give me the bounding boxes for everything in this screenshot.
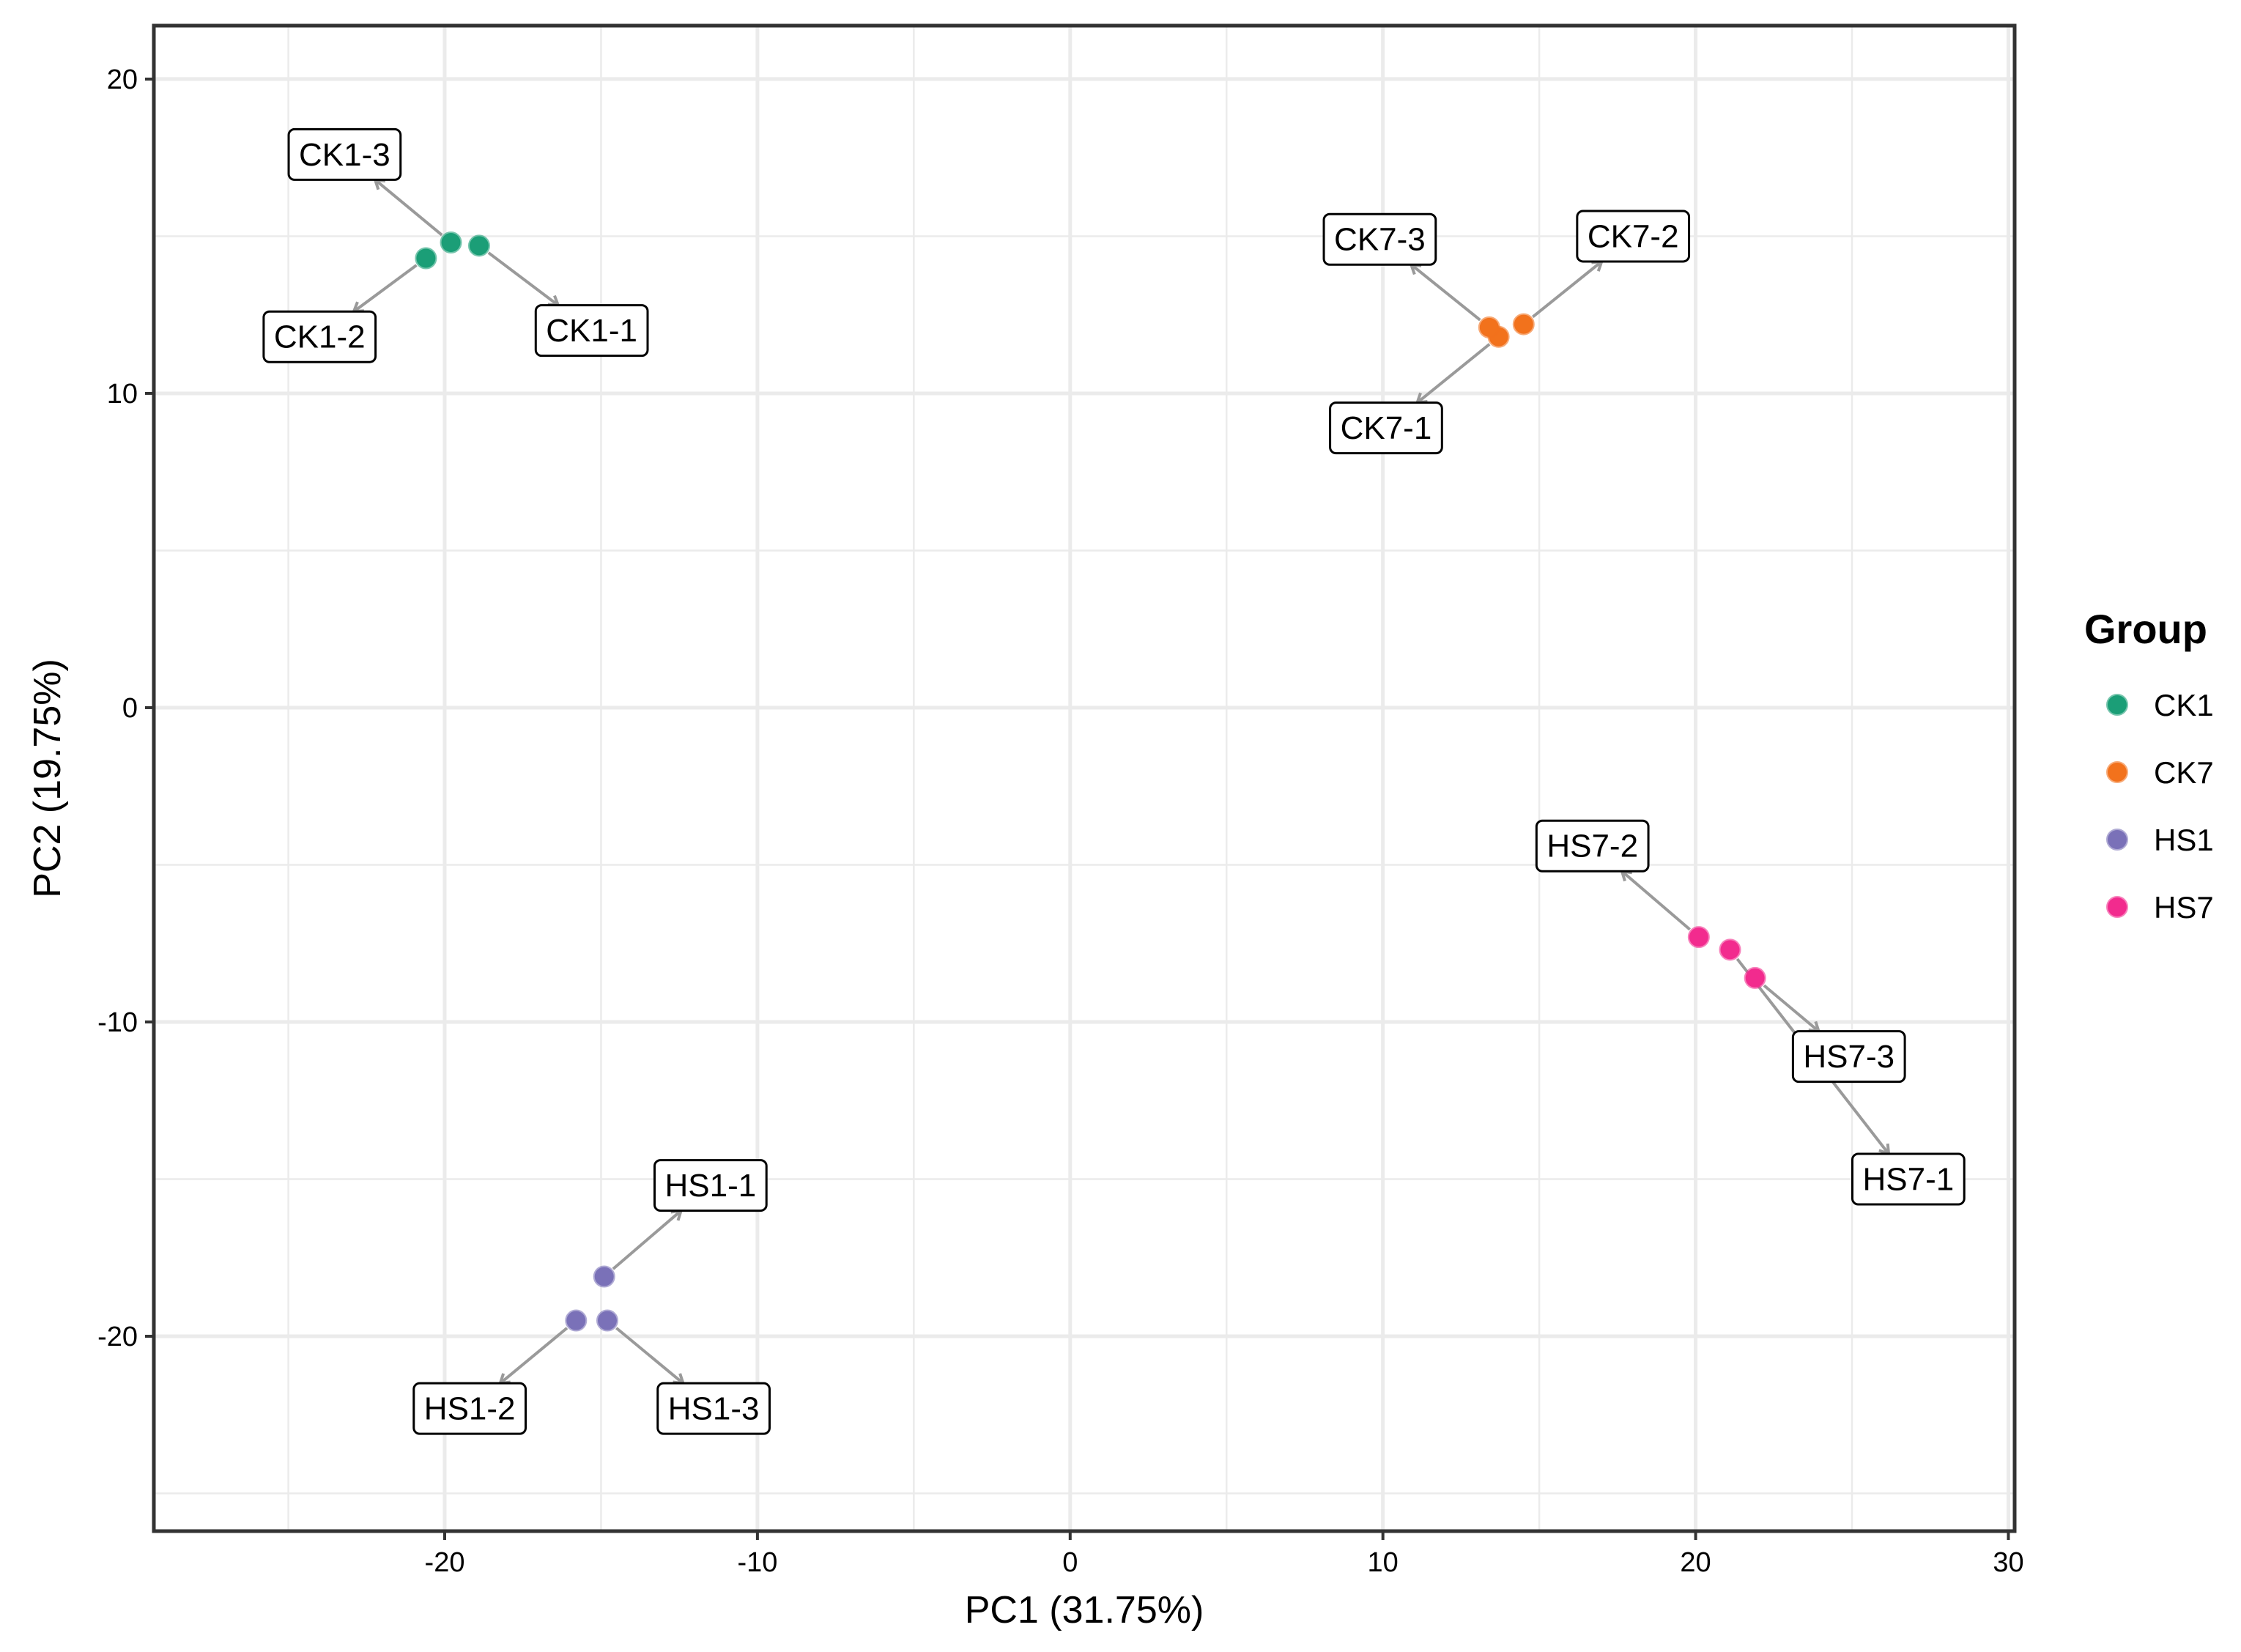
- point-label-text: HS1-1: [665, 1168, 757, 1204]
- x-tick-label: 20: [1680, 1547, 1711, 1578]
- y-axis-title: PC2 (19.75%): [26, 659, 69, 898]
- x-axis-title: PC1 (31.75%): [965, 1589, 1204, 1631]
- point-label-box: CK7-3: [1322, 212, 1437, 266]
- point-label-box: HS7-1: [1851, 1152, 1966, 1206]
- point-label-frame: [262, 310, 377, 363]
- data-points: [415, 231, 1766, 1332]
- point-label-text: CK7-3: [1334, 222, 1426, 258]
- legend-label: HS7: [2154, 890, 2214, 925]
- point-label-frame: [287, 127, 402, 181]
- legend-key: [2106, 896, 2128, 918]
- point-label-text: HS1-2: [424, 1391, 516, 1427]
- grid-lines: [154, 26, 2015, 1531]
- legend-key: [2106, 761, 2128, 783]
- x-tick-label: 10: [1368, 1547, 1399, 1578]
- point-label-text: HS7-3: [1803, 1039, 1894, 1075]
- legend-label: CK1: [2154, 688, 2214, 722]
- point-label-box: CK7-2: [1576, 210, 1691, 263]
- point-label-box: CK1-2: [262, 310, 377, 363]
- data-point: [1719, 938, 1741, 961]
- point-label-box: CK7-1: [1329, 401, 1443, 455]
- legend-label: HS1: [2154, 823, 2214, 857]
- legend: Group CK1 CK7 HS1 HS7: [2084, 606, 2214, 925]
- y-tick-label: 20: [107, 64, 138, 95]
- legend-key: [2106, 829, 2128, 851]
- data-point: [1744, 966, 1766, 989]
- plot-panel-border: [152, 23, 2017, 1533]
- x-tick-label: 30: [1993, 1547, 2023, 1578]
- point-label-box: CK1-3: [287, 127, 402, 181]
- point-label-text: CK1-1: [546, 313, 637, 349]
- point-label-frame: [1329, 401, 1443, 455]
- point-label-text: HS7-1: [1862, 1161, 1954, 1197]
- leader-line: [615, 1327, 684, 1385]
- point-label-text: CK7-1: [1341, 410, 1432, 446]
- data-point: [1478, 316, 1500, 338]
- y-tick-label: -10: [97, 1007, 138, 1038]
- leader-line: [1416, 343, 1491, 404]
- point-label-frame: [1322, 212, 1437, 266]
- y-axis: 20 10 0 -10 -20: [97, 64, 154, 1352]
- leader-line: [612, 1210, 682, 1270]
- data-point: [467, 234, 490, 257]
- point-label-frame: [656, 1382, 771, 1435]
- point-label-text: HS7-2: [1547, 829, 1638, 864]
- point-label-frame: [1791, 1030, 1906, 1084]
- point-label-box: HS1-1: [653, 1159, 768, 1212]
- y-tick-label: 0: [122, 693, 138, 724]
- data-point: [415, 247, 437, 270]
- point-label-frame: [1576, 210, 1691, 263]
- point-label-box: HS1-3: [656, 1382, 771, 1435]
- leader-line: [1410, 263, 1481, 322]
- point-label-frame: [412, 1382, 527, 1435]
- point-label-text: CK1-2: [274, 319, 366, 355]
- point-label-box: HS7-3: [1791, 1030, 1906, 1084]
- legend-title: Group: [2084, 606, 2207, 652]
- x-axis: -20 -10 0 10 20 30: [425, 1531, 2024, 1578]
- leader-line: [1763, 984, 1820, 1033]
- leader-line: [374, 178, 443, 237]
- point-label-box: HS7-2: [1535, 819, 1650, 873]
- leader-line: [499, 1327, 568, 1385]
- point-labels: CK1-1 CK1-2 CK1-3 CK7-1 CK7-2 CK7-3 HS1-1 HS1-2…: [262, 127, 1966, 1435]
- data-point: [565, 1309, 588, 1332]
- data-point: [596, 1309, 618, 1332]
- leader-line: [487, 251, 560, 307]
- label-leader-lines: [351, 178, 1891, 1385]
- data-point: [440, 231, 462, 254]
- point-label-frame: [1535, 819, 1650, 873]
- point-label-frame: [1851, 1152, 1966, 1206]
- point-label-box: HS1-2: [412, 1382, 527, 1435]
- leader-line: [1620, 870, 1691, 931]
- point-label-text: HS1-3: [668, 1391, 760, 1427]
- point-label-text: CK7-2: [1588, 218, 1679, 254]
- data-point: [593, 1265, 615, 1288]
- x-tick-label: -10: [737, 1547, 777, 1578]
- legend-label: CK7: [2154, 755, 2214, 790]
- leader-line: [1531, 260, 1603, 319]
- point-label-frame: [653, 1159, 768, 1212]
- y-tick-label: -20: [97, 1322, 138, 1352]
- legend-key: [2106, 694, 2128, 716]
- point-label-frame: [534, 304, 649, 358]
- data-point: [1687, 926, 1710, 949]
- x-tick-label: -20: [425, 1547, 465, 1578]
- point-label-text: CK1-3: [299, 137, 390, 173]
- data-point: [1512, 313, 1535, 336]
- y-tick-label: 10: [107, 379, 138, 410]
- point-label-box: CK1-1: [534, 304, 649, 358]
- x-tick-label: 0: [1062, 1547, 1078, 1578]
- leader-line: [352, 264, 418, 313]
